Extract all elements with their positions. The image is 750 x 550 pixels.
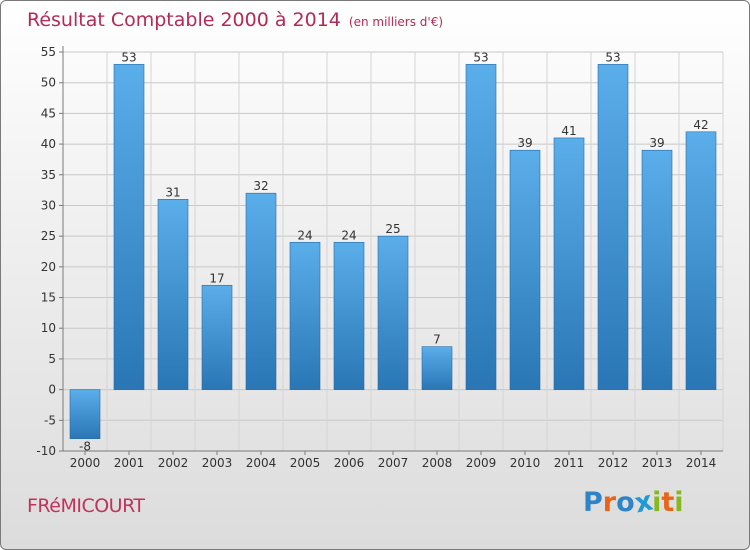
x-tick-label: 2001 (114, 456, 145, 470)
y-tick-label: 45 (41, 106, 56, 120)
y-tick-label: 50 (41, 76, 56, 90)
logo-letter: t (661, 487, 675, 518)
x-tick-label: 2004 (246, 456, 277, 470)
commune-name: FRéMICOURT (27, 495, 145, 517)
chart-title-block: Résultat Comptable 2000 à 2014 (en millie… (27, 9, 443, 31)
chart-subtitle: (en milliers d'€) (348, 15, 444, 29)
y-tick-label: 15 (41, 291, 56, 305)
data-labels: -8 53 31 17 32 24 24 25 7 53 39 41 53 39 42 (79, 50, 709, 453)
bar (597, 63, 629, 390)
y-tick-label: 20 (41, 260, 56, 274)
proxiti-logo[interactable]: Proxiti (583, 486, 684, 520)
y-tick-label: 55 (41, 45, 56, 59)
logo-letter: i (674, 487, 684, 518)
logo-letter: P (583, 487, 603, 518)
bar-value-label: 53 (605, 50, 620, 64)
bar (69, 389, 101, 440)
bar (201, 284, 233, 390)
y-tick-label: 35 (41, 168, 56, 182)
x-tick-label: 2013 (642, 456, 673, 470)
x-tick-label: 2009 (466, 456, 497, 470)
y-tick-label: 40 (41, 137, 56, 151)
bar (685, 131, 717, 390)
bar (421, 346, 453, 390)
bar (465, 63, 497, 390)
bar-value-label: 39 (649, 136, 664, 150)
bar (333, 241, 365, 390)
y-tick-label: 5 (48, 352, 56, 366)
x-tick-label: 2011 (554, 456, 585, 470)
logo-letter: o (616, 487, 635, 518)
bar-value-label: 53 (473, 50, 488, 64)
bar-value-label: 7 (433, 333, 441, 347)
y-tick-label: 25 (41, 229, 56, 243)
bar (245, 192, 277, 390)
y-tick-label: 10 (41, 321, 56, 335)
x-tick-label: 2010 (510, 456, 541, 470)
bar (113, 63, 145, 390)
x-tick-label: 2014 (686, 456, 717, 470)
x-tick-label: 2000 (70, 456, 101, 470)
y-tick-label: -10 (36, 444, 56, 458)
x-tick-label: 2006 (334, 456, 365, 470)
bar-value-label: 32 (253, 179, 268, 193)
x-tick-label: 2007 (378, 456, 409, 470)
x-axis: 2000 2001 2002 2003 2004 2005 2006 2007 2008 2009… (63, 450, 723, 470)
bar (553, 137, 585, 390)
bar (157, 199, 189, 390)
y-tick-label: -5 (44, 413, 56, 427)
bar-value-label: 24 (341, 228, 356, 242)
logo-letter: i (652, 487, 662, 518)
bar (641, 149, 673, 390)
bar-value-label: 24 (297, 228, 312, 242)
bar-value-label: -8 (79, 440, 91, 454)
x-tick-label: 2012 (598, 456, 629, 470)
bar (509, 149, 541, 390)
bar-value-label: 39 (517, 136, 532, 150)
bar-value-label: 25 (385, 222, 400, 236)
bar-value-label: 31 (165, 185, 180, 199)
bar-value-label: 42 (693, 118, 708, 132)
logo-letter: r (602, 487, 617, 518)
y-axis: -10 -5 0 5 10 15 20 25 30 35 40 45 50 55 (36, 45, 64, 458)
x-tick-label: 2008 (422, 456, 453, 470)
x-tick-label: 2005 (290, 456, 321, 470)
x-tick-label: 2003 (202, 456, 233, 470)
bar (289, 241, 321, 390)
y-tick-label: 0 (48, 383, 56, 397)
chart-title: Résultat Comptable 2000 à 2014 (27, 9, 341, 31)
bars (69, 63, 717, 440)
bar-value-label: 17 (209, 271, 224, 285)
bar-value-label: 53 (121, 50, 136, 64)
y-tick-label: 30 (41, 198, 56, 212)
bar (377, 235, 409, 390)
x-tick-label: 2002 (158, 456, 189, 470)
bar-value-label: 41 (561, 124, 576, 138)
